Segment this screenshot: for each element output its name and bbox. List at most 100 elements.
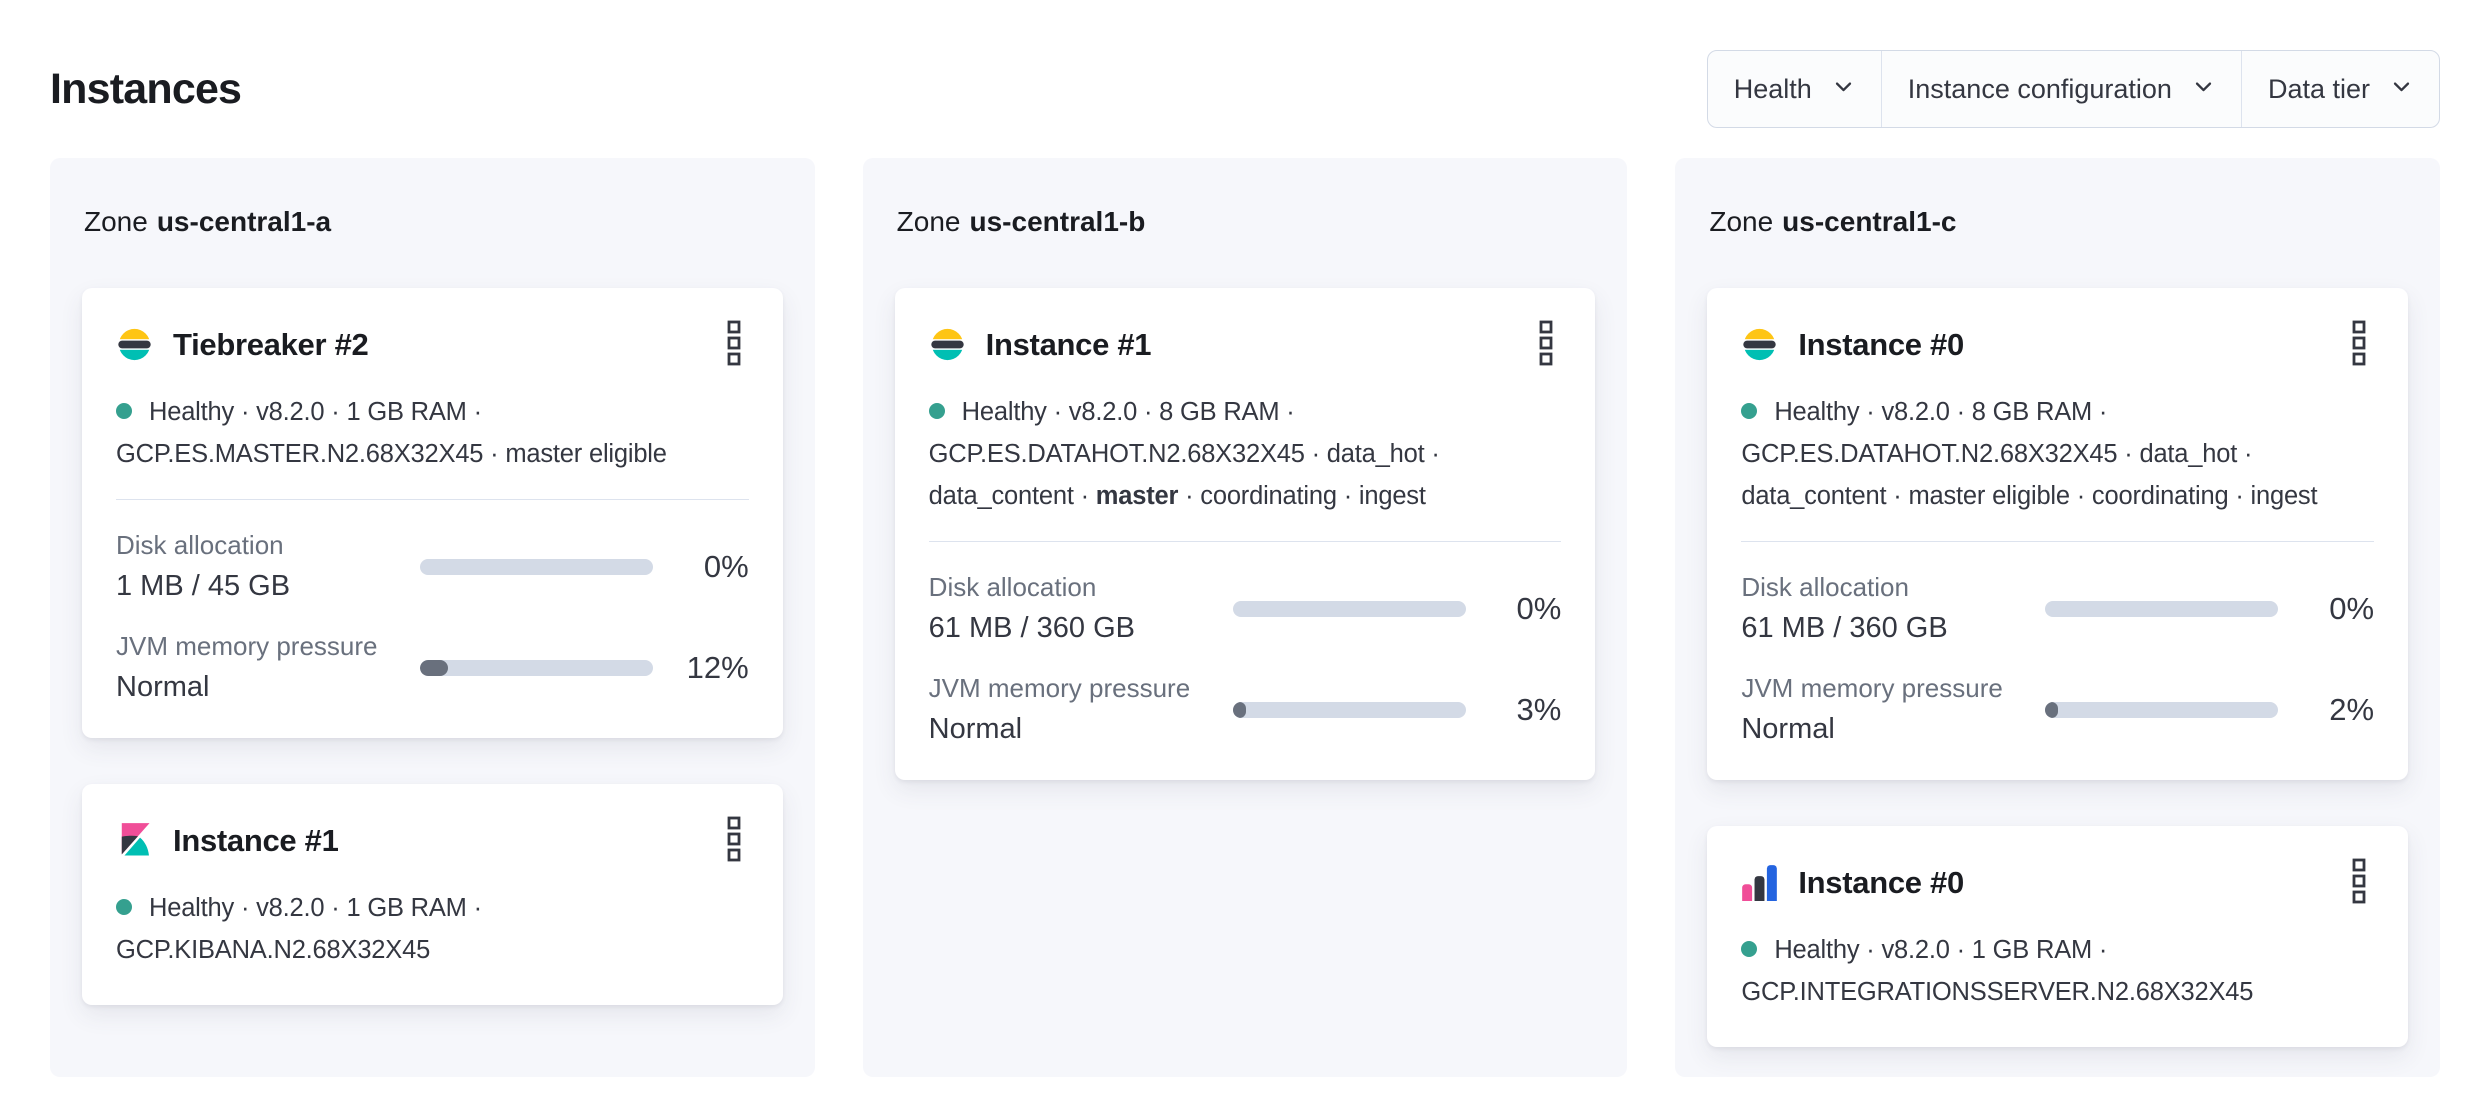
instance-meta-line: GCP.KIBANA.N2.68X32X45 <box>116 929 749 971</box>
instance-meta-line: GCP.ES.DATAHOT.N2.68X32X45 · data_hot · <box>1741 433 2374 475</box>
health-status-dot-icon <box>1741 941 1758 958</box>
instance-meta: Healthy · v8.2.0 · 1 GB RAM · GCP.INTEGRA… <box>1741 929 2374 1013</box>
metric-row: JVM memory pressure Normal 12% <box>116 631 749 704</box>
instance-menu-button[interactable] <box>2344 856 2374 909</box>
metrics-section: Disk allocation 1 MB / 45 GB 0% JVM memory … <box>116 530 749 704</box>
zone-panel-us-central1-a: Zone us-central1-a Tiebreaker #2 Healthy … <box>50 158 815 1077</box>
instance-meta: Healthy · v8.2.0 · 8 GB RAM · GCP.ES.DATA… <box>1741 391 2374 517</box>
meta-segment: Healthy · v8.2.0 · 1 GB RAM · <box>1774 936 2108 964</box>
meta-segment: Healthy · v8.2.0 · 1 GB RAM · <box>149 398 482 426</box>
instance-menu-button[interactable] <box>2344 318 2374 371</box>
zone-panel-us-central1-c: Zone us-central1-c Instance #0 Healthy · … <box>1675 158 2441 1077</box>
instances-page: Instances Health Instance configuration … <box>50 0 2441 1077</box>
zone-name: us-central1-b <box>969 206 1146 237</box>
zone-label: Zone us-central1-a <box>84 204 781 240</box>
metric-progress-bar <box>1232 600 1466 617</box>
instance-meta: Healthy · v8.2.0 · 8 GB RAM · GCP.ES.DATA… <box>928 391 1562 517</box>
instance-title: Instance #1 <box>985 326 1152 362</box>
filter-health-button[interactable]: Health <box>1708 51 1881 127</box>
instance-meta-line: Healthy · v8.2.0 · 1 GB RAM · <box>116 391 749 433</box>
card-divider <box>116 499 749 500</box>
instance-meta-line: GCP.INTEGRATIONSSERVER.N2.68X32X45 <box>1741 971 2374 1013</box>
metric-value: 61 MB / 360 GB <box>1741 612 1948 644</box>
meta-segment: GCP.ES.MASTER.N2.68X32X45 · master eligi… <box>116 440 667 468</box>
metric-percent: 0% <box>2329 590 2375 626</box>
metric-text: JVM memory pressure Normal <box>929 673 1229 746</box>
elasticsearch-logo-icon <box>1741 326 1778 363</box>
metric-label: JVM memory pressure <box>1741 673 2003 703</box>
meta-segment: Healthy · v8.2.0 · 8 GB RAM · <box>1774 398 2108 426</box>
metric-progress-fill <box>2045 701 2059 718</box>
meta-segment: GCP.KIBANA.N2.68X32X45 <box>116 936 431 964</box>
metric-percent: 2% <box>2329 691 2375 727</box>
kibana-logo-icon <box>116 822 153 859</box>
meta-segment: data_content · master eligible · coordin… <box>1741 482 2318 510</box>
zone-name: us-central1-a <box>156 206 332 237</box>
metric-row: Disk allocation 61 MB / 360 GB 0% <box>1741 572 2374 645</box>
card-header: Tiebreaker #2 <box>116 318 749 371</box>
metric-percent: 0% <box>703 548 749 584</box>
boxes-vertical-icon <box>727 816 741 865</box>
instance-meta-line: Healthy · v8.2.0 · 1 GB RAM · <box>116 887 749 929</box>
metric-progress-bar <box>2045 701 2279 718</box>
meta-segment: GCP.INTEGRATIONSSERVER.N2.68X32X45 <box>1741 978 2254 1006</box>
integrations-server-logo-icon <box>1741 864 1778 901</box>
chevron-down-icon <box>2192 74 2215 105</box>
filter-instance-configuration-label: Instance configuration <box>1907 73 2172 104</box>
card-divider <box>928 541 1562 542</box>
metric-percent: 0% <box>1516 590 1562 626</box>
filter-instance-configuration-button[interactable]: Instance configuration <box>1880 51 2241 127</box>
metric-text: JVM memory pressure Normal <box>116 631 416 704</box>
instance-card: Tiebreaker #2 Healthy · v8.2.0 · 1 GB RA… <box>82 288 783 738</box>
filter-data-tier-label: Data tier <box>2267 73 2370 104</box>
meta-segment: Healthy · v8.2.0 · 1 GB RAM · <box>149 894 482 922</box>
zone-label-prefix: Zone <box>896 206 961 237</box>
metric-row: JVM memory pressure Normal 2% <box>1741 673 2374 746</box>
health-status-dot-icon <box>116 899 132 916</box>
zones-container: Zone us-central1-a Tiebreaker #2 Healthy … <box>50 158 2441 1077</box>
card-divider <box>1741 541 2375 542</box>
metric-progress-bar <box>2045 600 2279 617</box>
instance-title: Instance #1 <box>173 822 339 858</box>
instance-meta-line: GCP.ES.MASTER.N2.68X32X45 · master eligi… <box>116 433 749 475</box>
metrics-section: Disk allocation 61 MB / 360 GB 0% JVM memor… <box>929 572 1562 746</box>
meta-segment: GCP.ES.DATAHOT.N2.68X32X45 · data_hot · <box>1741 440 2253 468</box>
boxes-vertical-icon <box>2352 320 2366 369</box>
card-header: Instance #1 <box>929 318 1562 371</box>
meta-segment: · coordinating · ingest <box>1178 482 1426 510</box>
card-header: Instance #1 <box>116 814 749 867</box>
instance-menu-button[interactable] <box>719 814 749 867</box>
instance-title: Tiebreaker #2 <box>173 326 369 362</box>
instance-menu-button[interactable] <box>719 318 749 371</box>
zone-label: Zone us-central1-b <box>897 204 1594 240</box>
instance-menu-button[interactable] <box>1531 318 1561 371</box>
instance-title: Instance #0 <box>1798 864 1964 900</box>
metric-value: Normal <box>116 671 210 703</box>
instance-meta-line: GCP.ES.DATAHOT.N2.68X32X45 · data_hot · <box>929 433 1562 475</box>
metric-label: Disk allocation <box>116 530 284 560</box>
metric-label: JVM memory pressure <box>116 631 378 661</box>
elasticsearch-logo-icon <box>116 326 153 363</box>
instance-meta-line: data_content · master eligible · coordin… <box>1741 475 2374 517</box>
metric-percent: 12% <box>686 649 749 685</box>
metric-label: JVM memory pressure <box>928 673 1191 703</box>
topbar: Instances Health Instance configuration … <box>50 0 2440 128</box>
boxes-vertical-icon <box>2352 858 2366 907</box>
zone-label-prefix: Zone <box>1709 206 1774 237</box>
boxes-vertical-icon <box>1539 320 1553 369</box>
filter-data-tier-button[interactable]: Data tier <box>2240 51 2439 127</box>
page-title: Instances <box>50 64 242 113</box>
elasticsearch-logo-icon <box>929 326 966 363</box>
card-header: Instance #0 <box>1741 856 2374 909</box>
chevron-down-icon <box>2390 74 2413 105</box>
card-header: Instance #0 <box>1741 318 2374 371</box>
metric-value: 1 MB / 45 GB <box>116 570 291 602</box>
instance-meta: Healthy · v8.2.0 · 1 GB RAM · GCP.KIBANA.… <box>116 887 749 971</box>
metric-value: Normal <box>1741 713 1835 745</box>
instance-card: Instance #0 Healthy · v8.2.0 · 8 GB RAM … <box>1707 288 2409 780</box>
instance-meta-line: Healthy · v8.2.0 · 8 GB RAM · <box>928 391 1562 433</box>
zone-name: us-central1-c <box>1782 206 1957 237</box>
instance-meta-line: Healthy · v8.2.0 · 8 GB RAM · <box>1741 391 2374 433</box>
metric-label: Disk allocation <box>1741 572 1909 602</box>
metric-row: Disk allocation 1 MB / 45 GB 0% <box>116 530 749 603</box>
